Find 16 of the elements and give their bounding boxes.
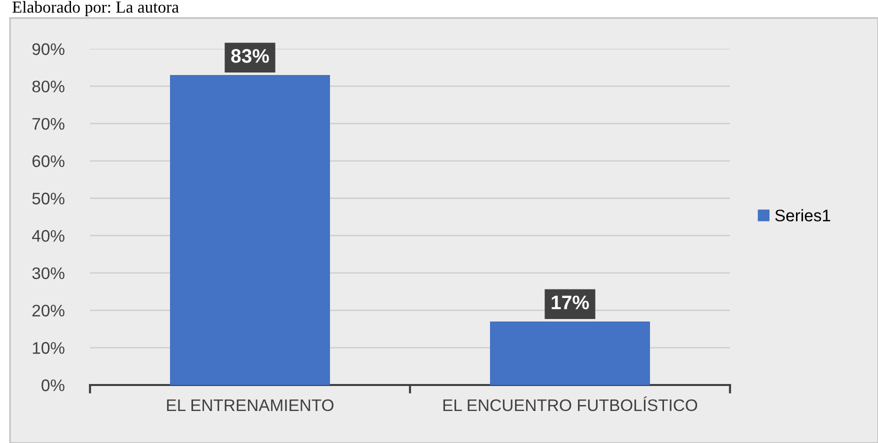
- y-tick-label: 0%: [42, 379, 64, 392]
- y-tick-label: 20%: [32, 304, 64, 317]
- y-tick-label: 70%: [32, 118, 64, 130]
- data-label: 83%: [231, 49, 269, 63]
- y-tick-label: 30%: [32, 267, 64, 280]
- y-tick-label: 60%: [32, 155, 64, 168]
- y-tick-label: 80%: [32, 80, 64, 92]
- y-tick-label: 10%: [32, 342, 64, 354]
- y-tick-label: 50%: [32, 192, 64, 204]
- y-tick-label: 90%: [32, 43, 64, 56]
- y-tick-label: 40%: [32, 230, 64, 242]
- legend-label: Series1: [775, 209, 830, 222]
- x-tick-label: EL ENTRENAMIENTO: [167, 399, 334, 412]
- text: Elaborado por: La autora: [12, 1, 179, 16]
- data-label: 17%: [552, 296, 589, 310]
- x-tick-label: EL ENCUENTRO FUTBOLÍSTICO: [443, 396, 698, 412]
